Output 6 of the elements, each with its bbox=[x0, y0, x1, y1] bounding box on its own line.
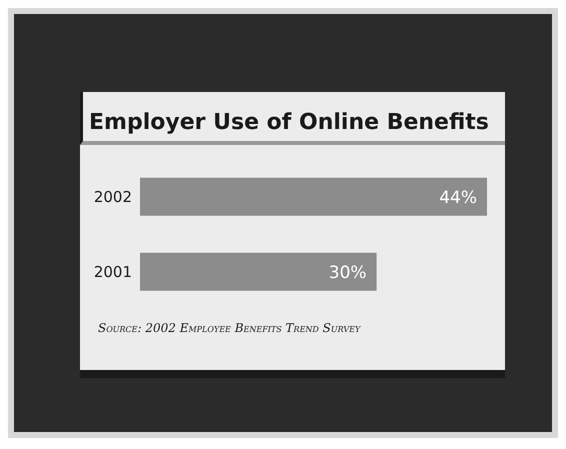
source-note: Source: 2002 Employee Benefits Trend Survey bbox=[97, 321, 362, 335]
data-label: 30% bbox=[328, 262, 367, 283]
chart-title: Employer Use of Online Benefits bbox=[80, 92, 505, 145]
data-label: 44% bbox=[439, 188, 477, 208]
y-tick-label: 2002 bbox=[94, 188, 132, 206]
y-tick-label: 2001 bbox=[94, 262, 132, 281]
